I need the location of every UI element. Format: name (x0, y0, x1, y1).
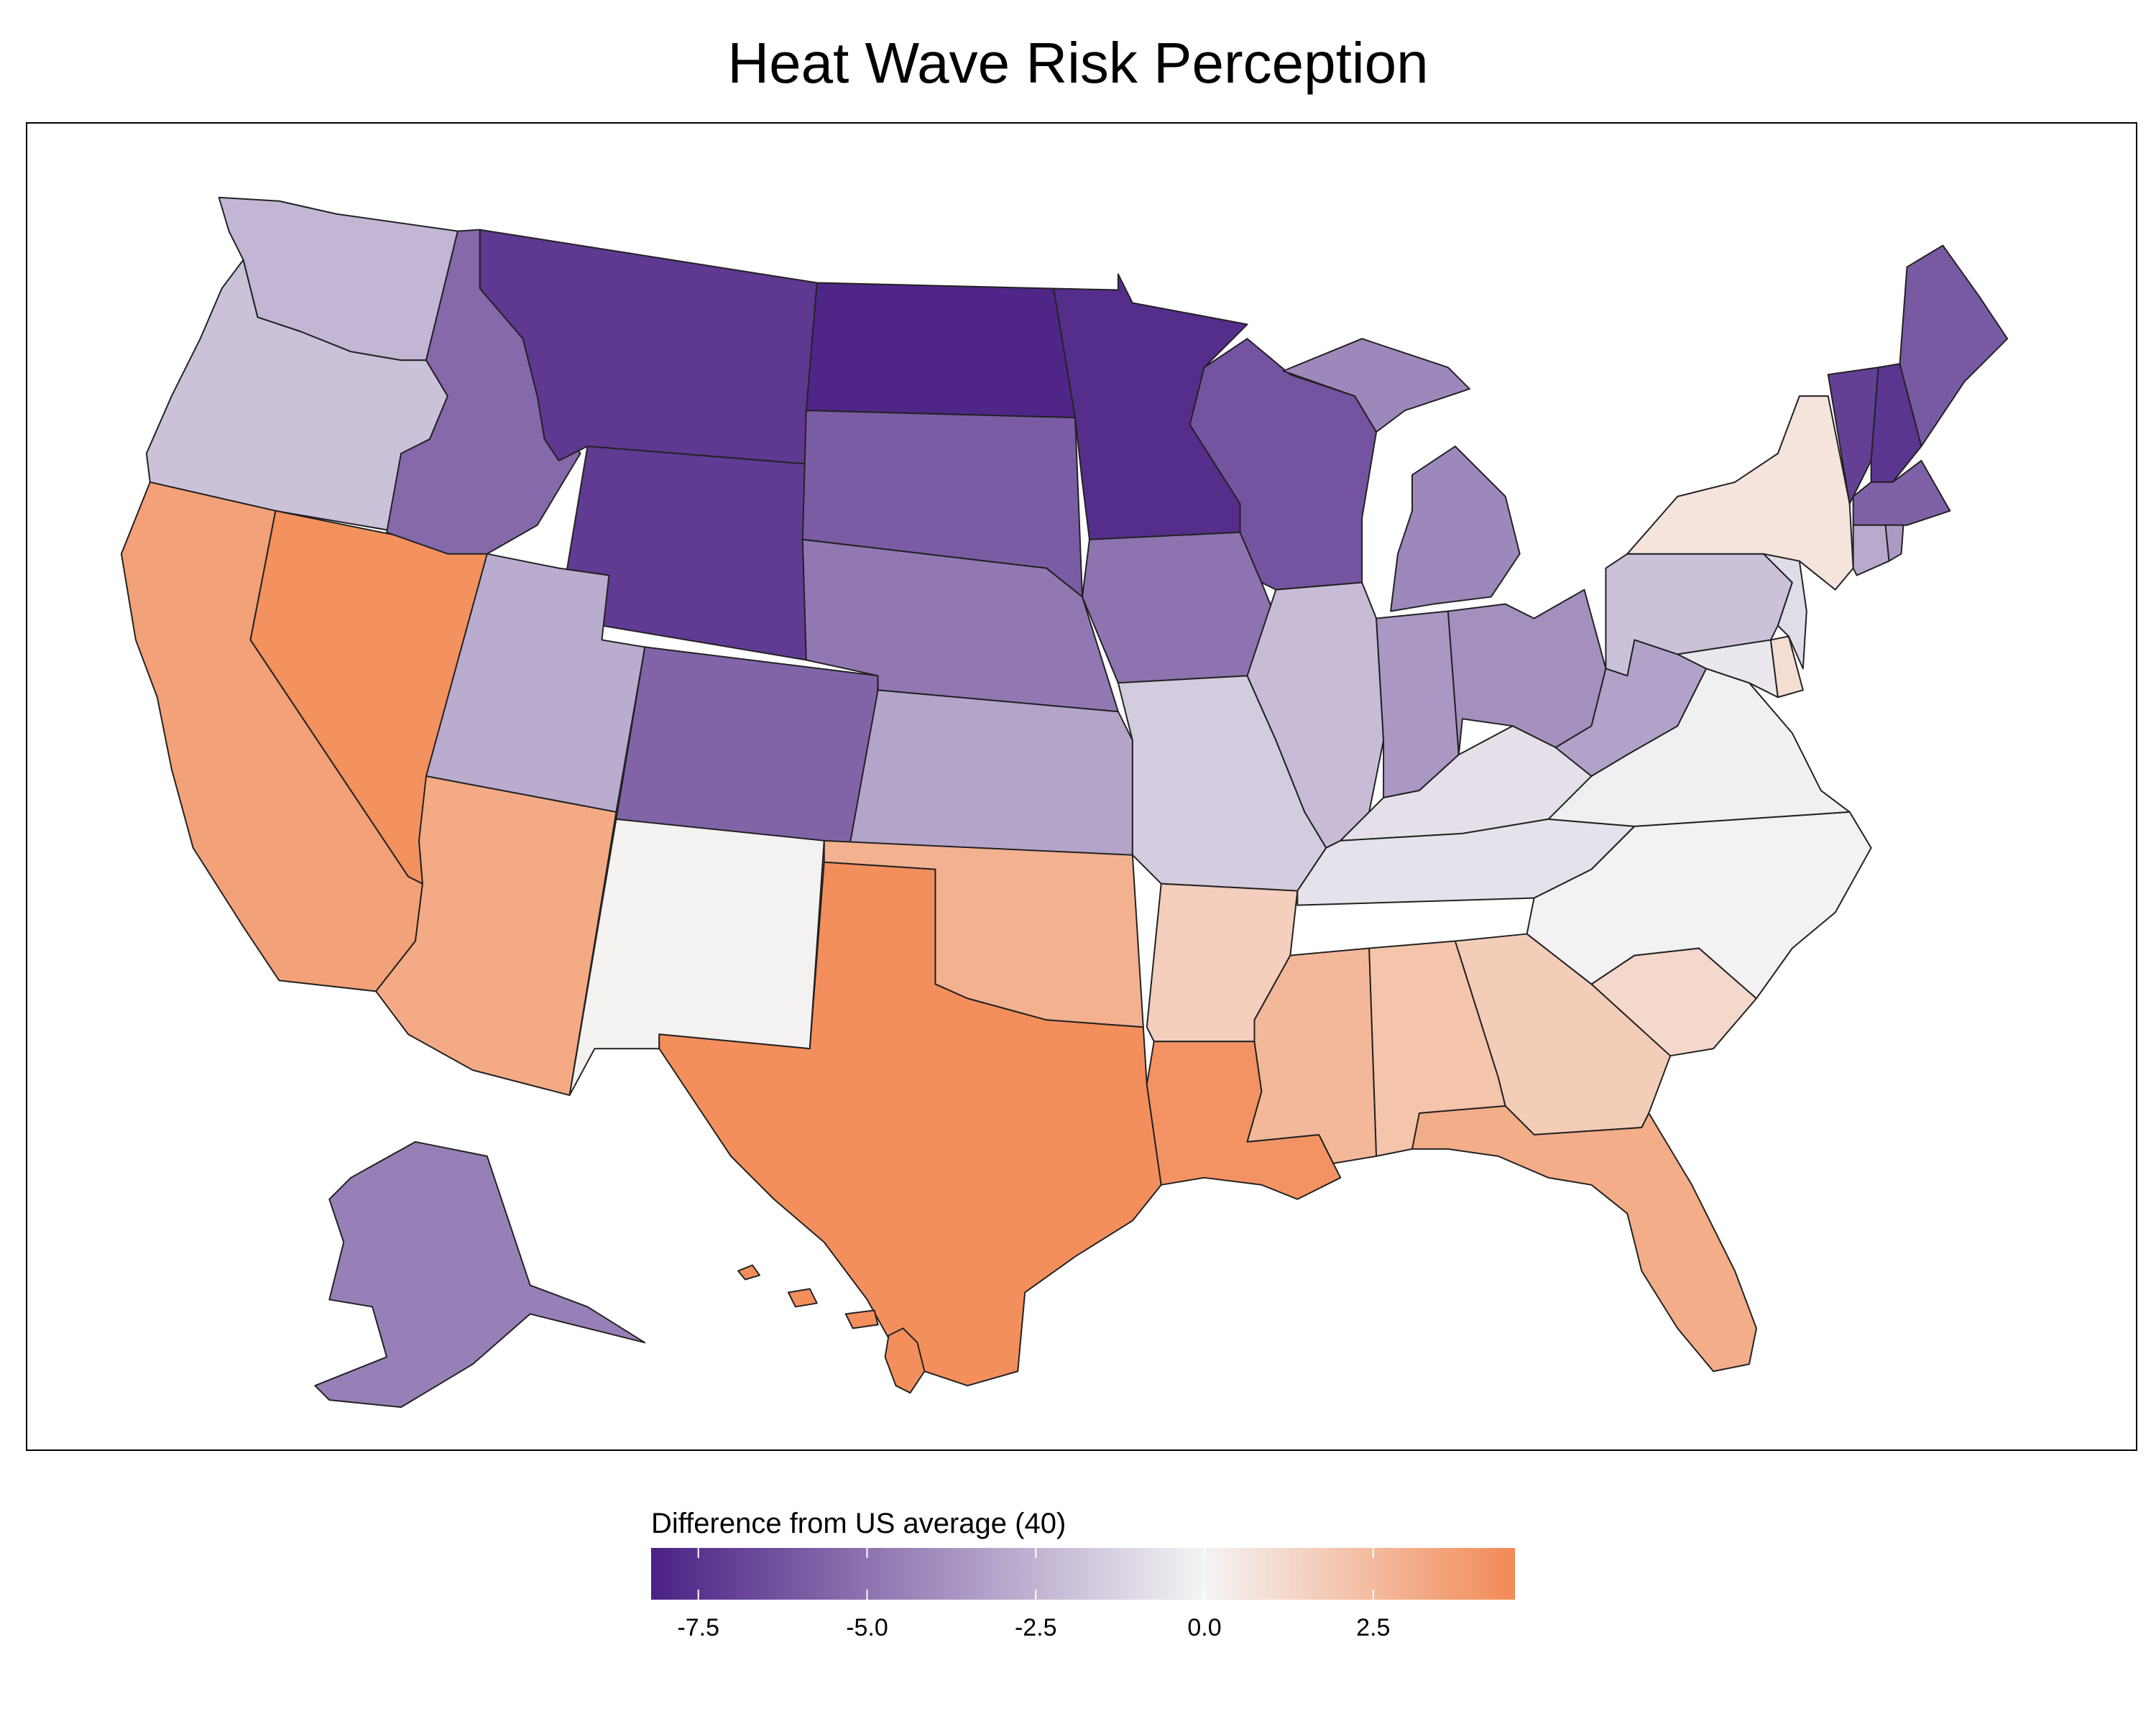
state-tx[interactable] (658, 861, 1162, 1387)
legend-tick-label: 0.0 (1187, 1614, 1222, 1641)
state-oh[interactable] (1447, 589, 1607, 756)
state-ia[interactable] (1082, 531, 1277, 684)
legend-tick-label: -2.5 (1014, 1614, 1057, 1641)
state-nd[interactable] (805, 282, 1077, 419)
state-fl[interactable] (1411, 1105, 1757, 1373)
legend-gradient (651, 1548, 1515, 1600)
legend-title: Difference from US average (40) (651, 1508, 1067, 1539)
state-ks[interactable] (848, 689, 1133, 856)
state-hi[interactable] (737, 1264, 926, 1394)
legend-tick-label: 2.5 (1356, 1614, 1391, 1641)
state-co[interactable] (615, 646, 879, 849)
legend-colorbar (651, 1548, 1515, 1600)
state-ny[interactable] (1626, 395, 1854, 591)
state-ct[interactable] (1852, 524, 1890, 576)
legend-tick-label: -5.0 (846, 1614, 888, 1641)
state-mi[interactable] (1282, 338, 1521, 612)
state-ri[interactable] (1884, 524, 1904, 562)
us-choropleth-map (120, 196, 2009, 1409)
map-title: Heat Wave Risk Perception (727, 31, 1429, 95)
state-me[interactable] (1899, 244, 2009, 448)
map-panel (26, 122, 2137, 1451)
state-vt[interactable] (1827, 367, 1879, 504)
state-de[interactable] (1769, 635, 1804, 699)
state-nj[interactable] (1762, 553, 1807, 670)
state-ak[interactable] (314, 1140, 646, 1409)
legend-tick-label: -7.5 (677, 1614, 720, 1641)
